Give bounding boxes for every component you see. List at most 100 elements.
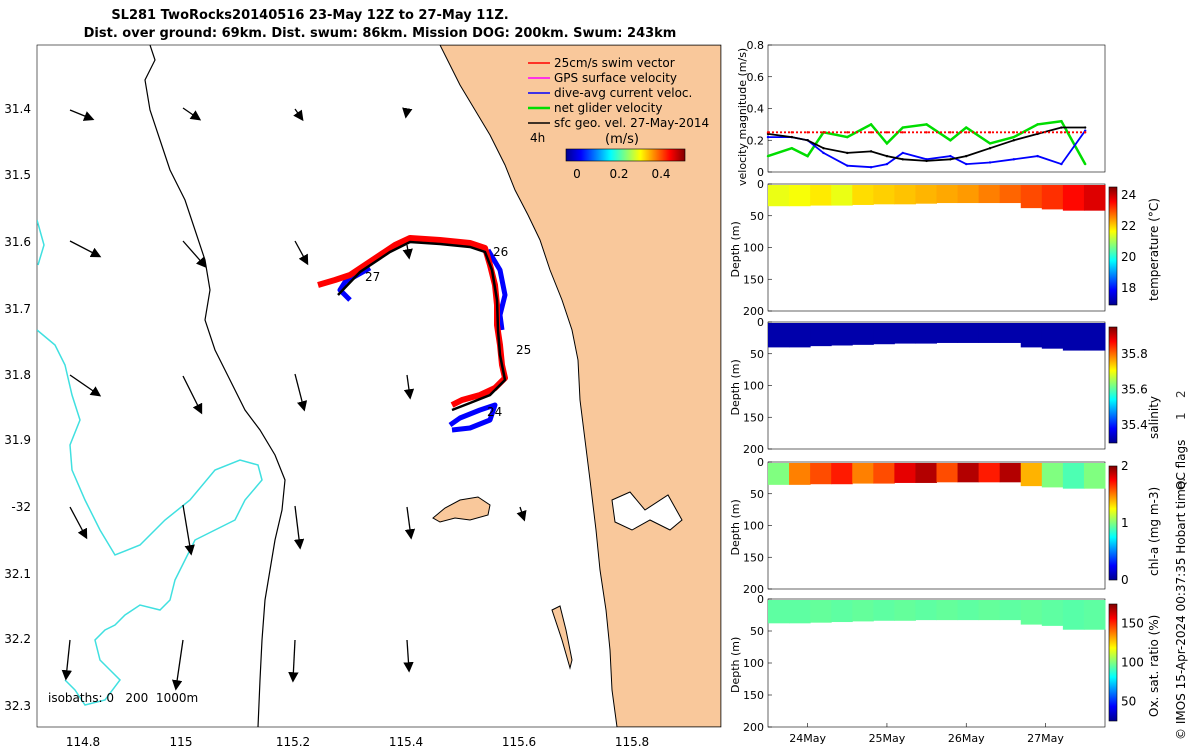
colorbar-label-oxygen: Ox. sat. ratio (%)	[1147, 615, 1161, 717]
coastline-land	[439, 45, 721, 727]
day-label-25: 25	[516, 343, 531, 357]
colorbar-tick-salinity: 35.8	[1121, 347, 1148, 361]
velocity-series-point	[901, 158, 904, 161]
velocity-series-point	[1083, 126, 1087, 129]
velocity-series-point	[766, 131, 770, 134]
velocity-series-point	[885, 142, 889, 145]
lon-tick: 115.2	[276, 735, 310, 749]
heatmap-cell-chl-a	[1083, 463, 1106, 489]
heatmap-cell-salinity	[852, 323, 874, 345]
heatmap-cell-salinity	[915, 323, 937, 344]
heatmap-ytick-label: 200	[743, 305, 764, 318]
velocity-series-point	[1036, 154, 1039, 158]
map-colorbar-unit: (m/s)	[605, 132, 639, 147]
heatmap-cell-salinity	[957, 323, 980, 343]
heatmap-cell-oxygen	[1062, 600, 1085, 630]
heatmap-cell-chl-a	[789, 463, 811, 485]
geo-arrow	[182, 240, 207, 268]
geo-arrow	[403, 639, 414, 673]
heatmap-cell-temperature	[1083, 185, 1106, 211]
geo-arrow	[402, 107, 413, 119]
lat-tick: 32.1	[4, 567, 31, 581]
heatmap-cell-oxygen	[1041, 600, 1064, 626]
heatmap-cell-chl-a	[768, 463, 790, 485]
heatmap-cell-temperature	[768, 185, 790, 207]
qc-flags-label: QC flags	[1174, 440, 1188, 490]
heatmap-ytick-label: 50	[750, 625, 764, 638]
velocity-series-point	[822, 131, 825, 134]
heatmap-cell-oxygen	[831, 600, 853, 623]
colorbar-temperature	[1108, 186, 1118, 306]
map-colorbar-bar	[565, 148, 686, 162]
legend-label-swim: 25cm/s swim vector	[554, 56, 675, 70]
velocity-series-point	[925, 159, 928, 163]
heatmap-ytick-label: 50	[750, 348, 764, 361]
velocity-series-point	[1060, 162, 1063, 166]
heatmap-cell-salinity	[1062, 323, 1085, 351]
heatmap-cell-chl-a	[936, 463, 959, 483]
geo-arrow	[294, 373, 308, 412]
heatmap-ylabel: Depth (m)	[729, 221, 742, 277]
heatmap-cell-temperature	[894, 185, 916, 205]
heatmap-cell-oxygen	[999, 600, 1022, 621]
heatmap-cell-chl-a	[894, 463, 916, 483]
map-colorbar-tick: 0.4	[651, 167, 670, 181]
map-colorbar: (m/s) 0 0.2 0.4	[565, 132, 686, 181]
heatmap-ytick-label: 150	[743, 411, 764, 424]
heatmap-ytick-label: 100	[743, 242, 764, 255]
geo-arrow	[293, 108, 304, 122]
heatmap-cell-oxygen	[852, 600, 874, 622]
map-colorbar-tick: 0	[573, 167, 581, 181]
heatmap-ytick-label: 0	[757, 316, 764, 329]
velocity-series-point	[1060, 131, 1063, 134]
day-label-24: 24	[487, 405, 502, 419]
heatmap-cell-oxygen	[978, 600, 1001, 621]
velocity-series-point	[1083, 162, 1087, 166]
heatmap-cell-oxygen	[957, 600, 980, 621]
velocity-series-point	[1036, 131, 1039, 134]
heatmap-cell-temperature	[999, 185, 1022, 204]
lon-tick: 115.6	[502, 735, 536, 749]
heatmap-cell-temperature	[1041, 185, 1064, 210]
geo-arrow	[293, 505, 305, 550]
lat-tick: 31.4	[4, 102, 31, 116]
day-label-27: 27	[365, 270, 380, 284]
heatmap-cell-temperature	[789, 185, 811, 207]
heatmap-ylabel: Depth (m)	[729, 499, 742, 555]
heatmap-cell-salinity	[1083, 323, 1106, 351]
velocity-series-point	[988, 131, 992, 134]
legend-label-gps: GPS surface velocity	[554, 71, 677, 85]
heatmap-cell-salinity	[873, 323, 895, 345]
geo-arrow	[171, 639, 184, 691]
legend-prefix-4h: 4h	[530, 131, 545, 145]
velocity-series-point	[988, 146, 992, 150]
island-south	[551, 605, 573, 670]
velocity-series-point	[869, 150, 873, 153]
time-xtick-label: 25May	[869, 732, 906, 745]
heatmap-ytick-label: 100	[743, 380, 764, 393]
heatmap-cell-chl-a	[1041, 463, 1064, 488]
velocity-series-point	[790, 131, 793, 134]
velocity-series-point	[1012, 158, 1016, 161]
geo-arrow	[69, 240, 102, 258]
geo-arrow	[404, 506, 416, 540]
velocity-series-point	[925, 131, 928, 134]
colorbar-tick-oxygen: 100	[1121, 656, 1144, 670]
velocity-series-point	[965, 154, 968, 158]
map-panel: 24 25 26 27 isobaths: 0 200 1000m 25cm/s…	[4, 44, 722, 749]
isobath-200m	[144, 45, 286, 727]
velocity-series-point	[925, 123, 928, 126]
velocity-series-point	[846, 164, 849, 167]
colorbar-tick-chl-a: 0	[1121, 573, 1129, 587]
heatmap-cell-chl-a	[831, 463, 853, 485]
geo-arrow	[69, 109, 95, 121]
heatmap-cell-chl-a	[957, 463, 980, 483]
velocity-series-point	[869, 123, 873, 126]
velocity-ytick-label: 0.4	[747, 103, 765, 116]
heatmap-cell-oxygen	[936, 600, 959, 621]
lat-tick: 31.6	[4, 235, 31, 249]
colorbar-tick-temperature: 18	[1121, 281, 1136, 295]
velocity-series-point	[988, 161, 992, 164]
velocity-series-point	[806, 154, 809, 158]
legend-label-current: dive-avg current veloc.	[554, 86, 692, 100]
